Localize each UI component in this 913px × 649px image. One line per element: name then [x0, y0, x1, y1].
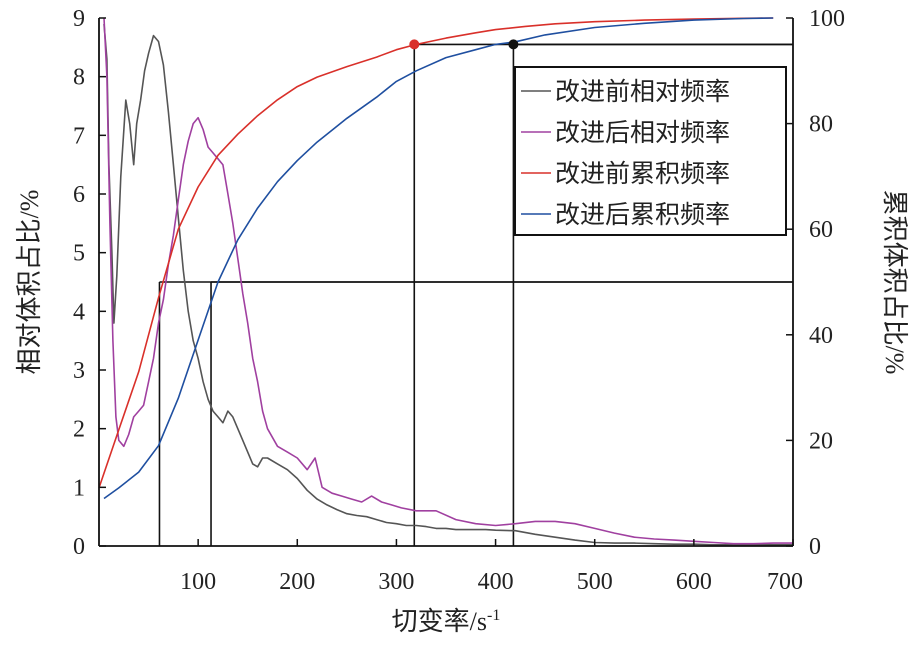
marker-layer: [409, 39, 519, 50]
series-line-1: [103, 17, 793, 545]
x-axis-title: 切变率/s-1: [392, 607, 501, 636]
y-left-tick-label: 1: [73, 475, 85, 501]
y-left-tick-label: 3: [73, 358, 85, 384]
legend-label-0: 改进前相对频率: [555, 77, 730, 106]
legend-label-2: 改进前累积频率: [555, 159, 730, 188]
x-tick-label: 400: [478, 569, 514, 595]
y-right-tick-label: 20: [809, 428, 833, 454]
y-right-tick-label: 100: [809, 6, 845, 32]
x-tick-label: 500: [577, 569, 613, 595]
x-axis-title-main: 切变率/s: [392, 607, 487, 636]
point-marker-0: [409, 39, 420, 50]
x-tick-label: 600: [676, 569, 712, 595]
y-left-tick-label: 5: [73, 241, 85, 267]
y-left-tick-label: 8: [73, 65, 85, 91]
y-left-axis-title: 相对体积占比/%: [15, 190, 44, 375]
x-tick-label: 300: [378, 569, 414, 595]
y-left-tick-label: 6: [73, 182, 85, 208]
series-line-2: [98, 17, 774, 489]
x-axis-title-sup: -1: [487, 607, 500, 624]
x-tick-label: 700: [767, 569, 803, 595]
y-left-tick-label: 4: [73, 299, 85, 325]
y-right-axis-title: 累积体积占比/%: [880, 190, 909, 375]
y-left-tick-label: 2: [73, 417, 85, 443]
y-right-tick-label: 40: [809, 323, 833, 349]
reference-lines: [158, 43, 793, 546]
y-right-tick-label: 0: [809, 534, 821, 560]
y-right-tick-label: 60: [809, 217, 833, 243]
point-marker-1: [508, 39, 519, 50]
legend-label-3: 改进后累积频率: [555, 200, 730, 229]
axes-layer: 0 1 2 3 4 5 6 7 8 9 0 20 40 60 80 100 100 200 300 400 500 600…: [73, 6, 845, 595]
x-tick-label: 200: [279, 569, 315, 595]
y-right-tick-label: 80: [809, 112, 833, 138]
legend-label-1: 改进后相对频率: [555, 118, 730, 147]
x-tick-label: 100: [180, 569, 216, 595]
legend-box: [514, 66, 787, 236]
y-left-tick-label: 7: [73, 123, 85, 149]
series-line-3: [103, 17, 774, 500]
series-layer: [98, 17, 793, 546]
series-line-0: [103, 23, 793, 546]
y-left-tick-label: 0: [73, 534, 85, 560]
y-left-tick-label: 9: [73, 6, 85, 32]
